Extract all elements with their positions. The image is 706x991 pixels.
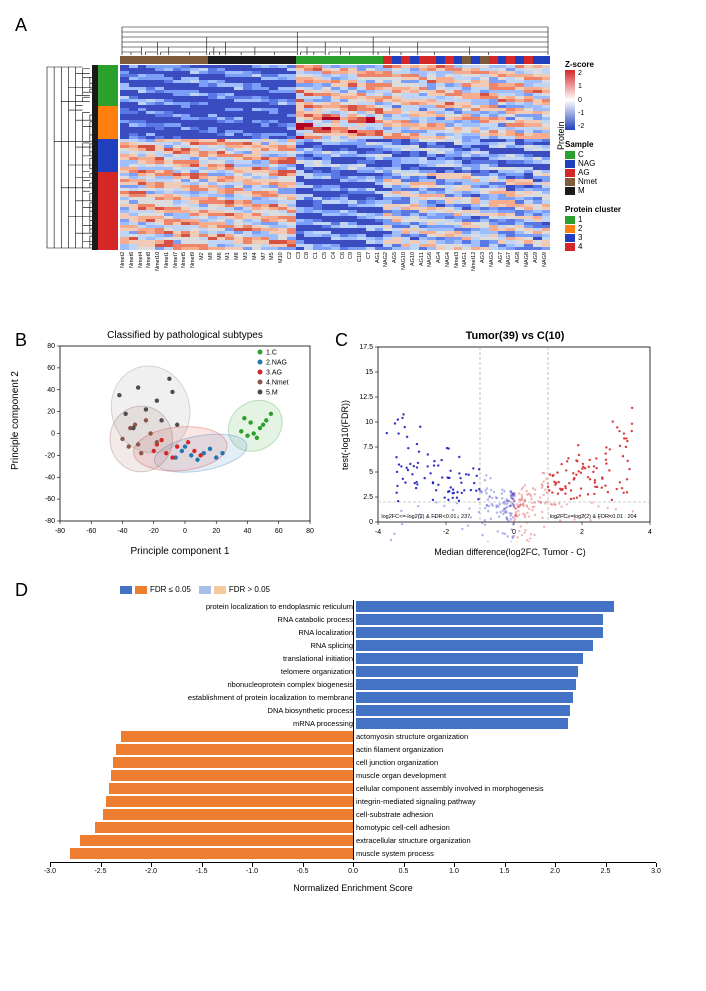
svg-text:-80: -80 xyxy=(45,518,55,525)
svg-text:20: 20 xyxy=(47,409,55,416)
panel-d-legend: FDR ≤ 0.05 FDR > 0.05 xyxy=(120,585,686,594)
svg-text:4: 4 xyxy=(648,529,652,536)
svg-text:3.AG: 3.AG xyxy=(266,370,282,377)
dendrogram-left xyxy=(45,65,95,250)
pca-ylabel: Principle component 2 xyxy=(10,371,21,470)
column-annotation xyxy=(120,56,550,64)
figure: A Nmet2Nmet6Nmet4Nmet8Nmet10Nmet1Nmet7Nm… xyxy=(20,20,686,925)
volcano-xlabel: Median difference(log2FC, Tumor - C) xyxy=(360,547,660,557)
svg-text:12.5: 12.5 xyxy=(359,394,373,401)
panel-b: B Classified by pathological subtypes -8… xyxy=(20,330,320,560)
svg-text:-60: -60 xyxy=(86,528,96,535)
zscore-legend: Z-score 210-1-2 xyxy=(565,60,594,130)
panel-d: D FDR ≤ 0.05 FDR > 0.05 protein localiza… xyxy=(20,585,686,925)
svg-text:2.NAG: 2.NAG xyxy=(266,360,287,367)
pca-title: Classified by pathological subtypes xyxy=(50,330,320,341)
svg-text:2.5: 2.5 xyxy=(363,494,373,501)
panel-c-label: C xyxy=(335,330,348,351)
column-labels: Nmet2Nmet6Nmet4Nmet8Nmet10Nmet1Nmet7Nmet… xyxy=(120,252,550,300)
heatmap xyxy=(120,65,550,250)
panel-a-label: A xyxy=(15,15,27,36)
enrichment-barchart: protein localization to endoplasmic reti… xyxy=(50,600,656,860)
volcano-plot: -4-202402.557.51012.51517.5log2FC<=-log2… xyxy=(340,342,660,542)
svg-text:60: 60 xyxy=(47,365,55,372)
svg-text:-2: -2 xyxy=(443,529,449,536)
svg-text:5: 5 xyxy=(369,469,373,476)
svg-text:80: 80 xyxy=(47,343,55,350)
panel-b-label: B xyxy=(15,330,27,351)
svg-text:-80: -80 xyxy=(55,528,65,535)
svg-text:40: 40 xyxy=(47,387,55,394)
panel-d-label: D xyxy=(15,580,28,601)
svg-text:5.M: 5.M xyxy=(266,390,278,397)
pca-plot: -80-80 -60 -60 -40 -40 -20 -20 0 0 20 20 40 40 60 60 80… xyxy=(20,341,320,541)
dendrogram-top xyxy=(120,25,550,55)
cluster-legend: Protein cluster 1234 xyxy=(565,205,621,251)
svg-text:15: 15 xyxy=(365,369,373,376)
enrichment-xlabel: Normalized Enrichment Score xyxy=(20,883,686,893)
svg-text:20: 20 xyxy=(212,528,220,535)
svg-text:-20: -20 xyxy=(149,528,159,535)
svg-text:17.5: 17.5 xyxy=(359,344,373,351)
enrichment-xaxis: -3.0-2.5-2.0-1.5-1.0-0.50.00.51.01.52.02… xyxy=(50,862,656,883)
svg-text:-40: -40 xyxy=(45,474,55,481)
svg-text:80: 80 xyxy=(306,528,314,535)
svg-text:log2FC>=log2(2) & FDR<0.01 : 2: log2FC>=log2(2) & FDR<0.01 : 204 xyxy=(550,514,637,520)
svg-text:1.C: 1.C xyxy=(266,350,277,357)
svg-text:-20: -20 xyxy=(45,452,55,459)
panel-a: A Nmet2Nmet6Nmet4Nmet8Nmet10Nmet1Nmet7Nm… xyxy=(20,20,686,300)
svg-text:60: 60 xyxy=(275,528,283,535)
volcano-ylabel: test(-log10(FDR)) xyxy=(340,400,350,470)
svg-text:0: 0 xyxy=(369,519,373,526)
svg-text:log2FC<=-log2(2) & FDR<0.01 :: log2FC<=-log2(2) & FDR<0.01 : 237 xyxy=(381,514,470,520)
svg-text:7.5: 7.5 xyxy=(363,444,373,451)
svg-text:0: 0 xyxy=(183,528,187,535)
svg-text:4.Nmet: 4.Nmet xyxy=(266,380,289,387)
svg-text:-40: -40 xyxy=(117,528,127,535)
pca-xlabel: Principle component 1 xyxy=(40,546,320,557)
svg-text:10: 10 xyxy=(365,419,373,426)
panel-c: C Tumor(39) vs C(10) -4-202402.557.51012… xyxy=(340,330,660,560)
sample-legend: Sample CNAGAGNmetM xyxy=(565,140,597,195)
svg-text:-60: -60 xyxy=(45,496,55,503)
svg-text:40: 40 xyxy=(244,528,252,535)
row-annotation xyxy=(98,65,118,250)
svg-text:-4: -4 xyxy=(375,529,381,536)
svg-text:2: 2 xyxy=(580,529,584,536)
svg-text:0: 0 xyxy=(51,431,55,438)
volcano-title: Tumor(39) vs C(10) xyxy=(370,330,660,342)
